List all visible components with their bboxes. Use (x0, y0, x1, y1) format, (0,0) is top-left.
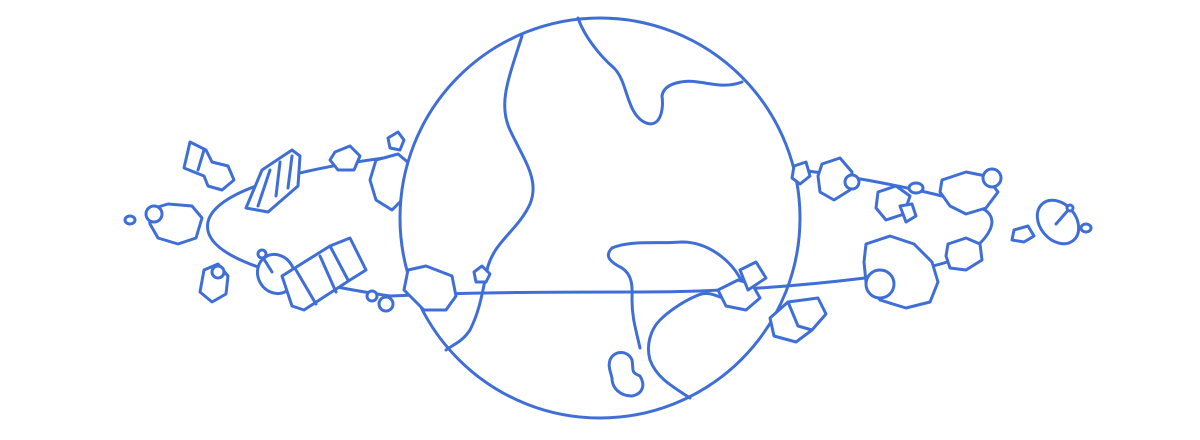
pebble-right-4 (864, 268, 896, 300)
continent-right-coast (606, 246, 642, 350)
satellite-panel-left (182, 140, 236, 192)
satellite-dish-left-tip (256, 248, 268, 260)
rock-center-3-detail (786, 300, 814, 332)
pebble-left-3 (210, 264, 226, 280)
rock-right-2 (816, 156, 854, 202)
cube-satellite-left (280, 236, 368, 312)
pebble-left-1 (144, 204, 164, 224)
pebble-left-4 (365, 289, 379, 303)
solar-panel-left (244, 148, 302, 214)
rock-center-2 (472, 264, 492, 284)
satellite-dish-right-tip (1065, 203, 1075, 213)
left-debris-cluster (123, 130, 412, 313)
right-debris-cluster (790, 156, 1093, 310)
orbit-ring-front (388, 276, 867, 298)
pebble-right-5 (1079, 222, 1093, 234)
pebble-right-3 (981, 167, 1003, 189)
cube-satellite-left-detail (294, 244, 350, 306)
rock-right-4 (898, 202, 918, 224)
island-south (607, 351, 645, 398)
rock-center-3 (768, 296, 828, 344)
satellite-center-panel (738, 260, 768, 292)
rock-right-1 (790, 160, 812, 186)
rock-right-7 (944, 236, 984, 272)
continent-left (444, 34, 535, 352)
rock-center-1 (402, 264, 458, 312)
pebble-right-2 (907, 181, 925, 195)
pebble-left-5 (377, 295, 395, 313)
rock-right-8 (1010, 224, 1036, 244)
globe (398, 16, 802, 420)
rock-left-2 (386, 130, 406, 152)
continent-right (610, 240, 745, 400)
continent-top (576, 16, 744, 126)
globe-outline (398, 16, 802, 420)
satellite-panel-left-detail (196, 148, 206, 172)
pebble-right-1 (843, 173, 861, 191)
rock-left-1 (328, 144, 362, 172)
pebble-left-2 (123, 214, 137, 226)
solar-panel-left-detail (256, 154, 294, 208)
center-debris (402, 260, 828, 344)
